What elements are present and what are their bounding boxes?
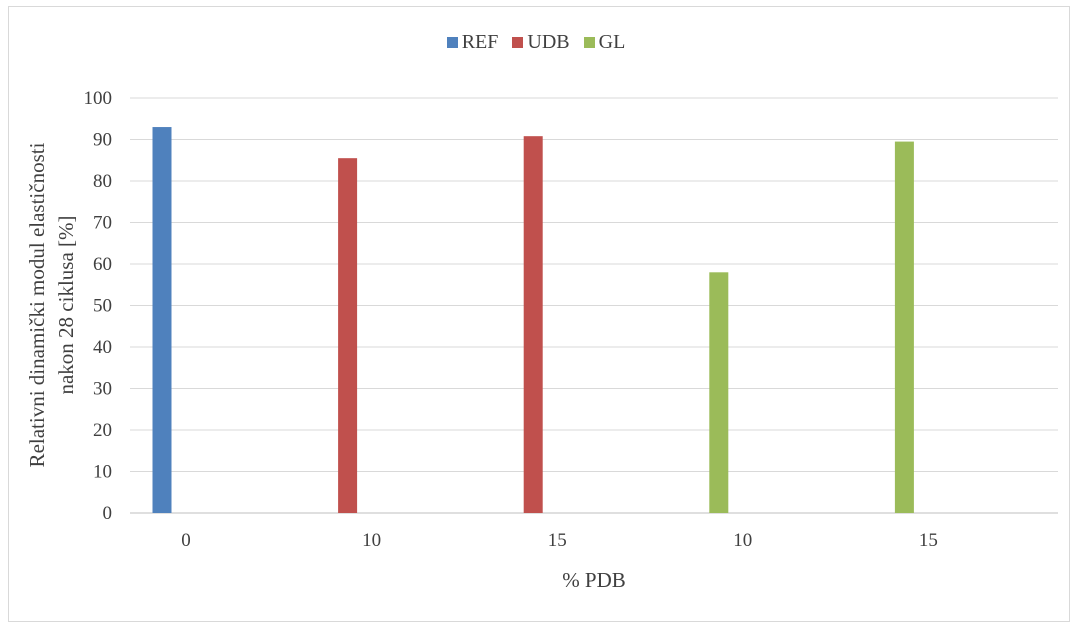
bar-gl-3 xyxy=(709,272,729,513)
legend-swatch-udb xyxy=(512,37,524,48)
y-axis-title-line-2: nakon 28 ciklusa [%] xyxy=(54,215,78,394)
y-tick-label-80: 80 xyxy=(93,171,112,192)
y-tick-labels: 0 10 20 30 40 50 60 70 80 90 100 xyxy=(84,88,113,524)
legend-item-udb: UDB xyxy=(512,31,570,54)
x-tick-label-1: 10 xyxy=(362,530,381,551)
legend-label-udb: UDB xyxy=(527,31,570,53)
y-tick-label-0: 0 xyxy=(103,503,113,524)
x-axis-title: % PDB xyxy=(562,568,626,592)
legend-label-gl: GL xyxy=(598,31,626,53)
bar-udb-2 xyxy=(523,136,543,513)
bars xyxy=(152,127,914,514)
y-tick-label-10: 10 xyxy=(93,462,112,483)
legend-item-ref: REF xyxy=(446,31,499,54)
legend-swatch-gl xyxy=(583,37,595,48)
legend-item-gl: GL xyxy=(583,31,626,54)
legend-label-ref: REF xyxy=(461,31,499,53)
x-tick-labels: 0 10 15 10 15 xyxy=(181,530,938,551)
y-tick-label-20: 20 xyxy=(93,420,112,441)
legend: REF UDB GL xyxy=(0,31,1072,54)
y-tick-label-50: 50 xyxy=(93,296,112,317)
y-tick-label-30: 30 xyxy=(93,379,112,400)
bar-udb-1 xyxy=(338,158,358,514)
grid-lines xyxy=(130,97,1058,514)
y-tick-label-40: 40 xyxy=(93,337,112,358)
x-tick-label-4: 15 xyxy=(919,530,938,551)
y-tick-label-70: 70 xyxy=(93,213,112,234)
y-tick-label-90: 90 xyxy=(93,130,112,151)
x-tick-label-0: 0 xyxy=(181,530,191,551)
x-tick-label-2: 15 xyxy=(548,530,567,551)
x-tick-label-3: 10 xyxy=(733,530,752,551)
y-tick-label-60: 60 xyxy=(93,254,112,275)
legend-swatch-ref xyxy=(446,37,458,48)
bar-gl-4 xyxy=(894,141,914,513)
bar-ref-0 xyxy=(152,127,172,514)
y-tick-label-100: 100 xyxy=(84,88,113,109)
y-axis-title-line-1: Relativni dinamički modul elastičnosti xyxy=(25,142,49,467)
